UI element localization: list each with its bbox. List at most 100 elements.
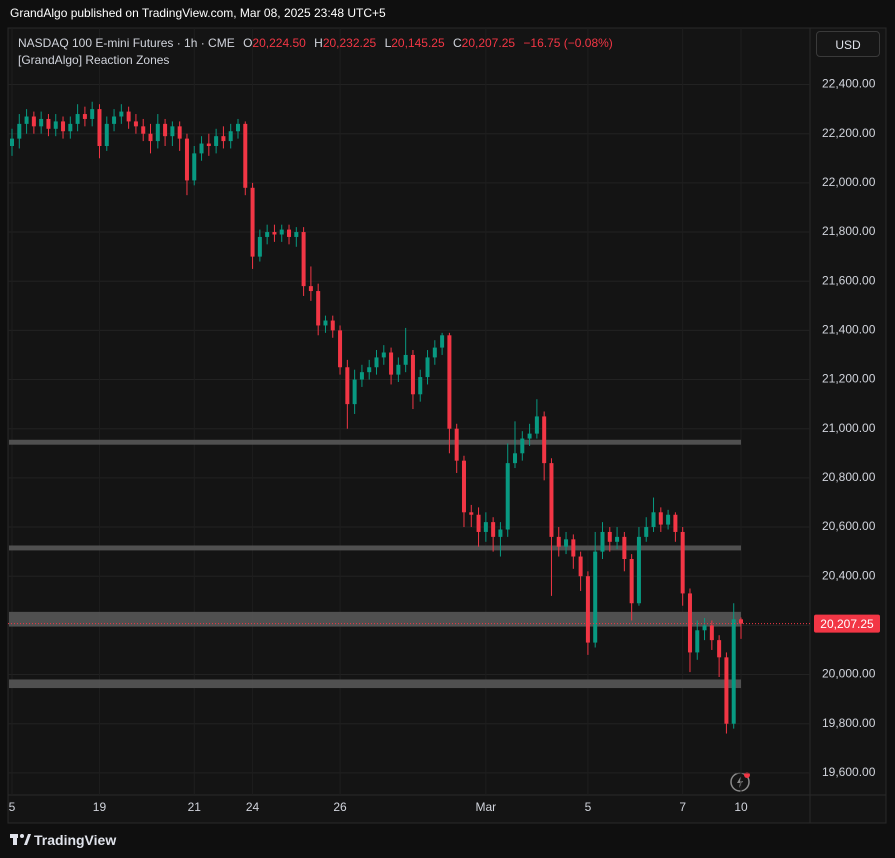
candle-body bbox=[184, 138, 189, 181]
x-tick-label: 5 bbox=[9, 800, 16, 814]
candle-body bbox=[447, 335, 452, 429]
candle-body bbox=[235, 123, 240, 132]
candle-body bbox=[666, 514, 671, 525]
candle-body bbox=[228, 131, 233, 142]
y-tick-label: 21,800.00 bbox=[822, 224, 876, 238]
candle-body bbox=[97, 109, 102, 146]
candle-body bbox=[571, 539, 576, 557]
y-tick-label: 20,400.00 bbox=[822, 568, 876, 582]
ohlc-value: 20,145.25 bbox=[391, 36, 445, 50]
candle-body bbox=[46, 118, 51, 129]
candle-body bbox=[279, 229, 284, 235]
reaction-zone bbox=[9, 545, 741, 551]
candle-body bbox=[600, 531, 605, 552]
currency-button[interactable]: USD bbox=[816, 31, 880, 57]
last-price-label: 20,207.25 bbox=[820, 617, 874, 631]
x-tick-label: 7 bbox=[679, 800, 686, 814]
y-tick-label: 21,000.00 bbox=[822, 421, 876, 435]
candle-body bbox=[265, 232, 270, 237]
x-tick-label: 10 bbox=[734, 800, 748, 814]
candle-body bbox=[695, 630, 700, 653]
candle-body bbox=[593, 551, 598, 643]
candle-body bbox=[644, 527, 649, 537]
indicator-name[interactable]: [GrandAlgo] Reaction Zones bbox=[18, 53, 170, 67]
alert-icon[interactable] bbox=[730, 772, 750, 792]
x-tick-label: Mar bbox=[476, 800, 497, 814]
plot-area bbox=[8, 28, 810, 795]
x-tick-label: 26 bbox=[333, 800, 347, 814]
candle-body bbox=[389, 352, 394, 375]
y-tick-label: 21,400.00 bbox=[822, 323, 876, 337]
candle-body bbox=[673, 514, 678, 532]
candle-body bbox=[24, 116, 29, 124]
ohlc-value: 20,232.25 bbox=[322, 36, 377, 50]
candle-body bbox=[513, 453, 518, 464]
last-price-box bbox=[814, 614, 880, 633]
candle-body bbox=[301, 232, 306, 287]
candle-body bbox=[709, 625, 714, 641]
x-tick-label: 19 bbox=[93, 800, 107, 814]
candle-body bbox=[61, 121, 66, 132]
candle-body bbox=[330, 320, 335, 331]
ohlc-key: C bbox=[452, 36, 462, 50]
candle-body bbox=[206, 143, 211, 146]
candle-body bbox=[250, 187, 255, 257]
candle-body bbox=[403, 354, 408, 365]
candle-body bbox=[476, 514, 481, 532]
candle-body bbox=[651, 512, 656, 528]
candle-body bbox=[483, 522, 488, 532]
candle-body bbox=[367, 367, 372, 373]
candle-body bbox=[39, 118, 44, 127]
candle-body bbox=[257, 236, 262, 257]
candle-body bbox=[148, 133, 153, 142]
candle-body bbox=[425, 357, 430, 378]
legend-row: NASDAQ 100 E-mini Futures · 1h · CME O20… bbox=[18, 35, 613, 52]
y-tick-label: 22,400.00 bbox=[822, 77, 876, 91]
candle-body bbox=[702, 625, 707, 631]
ohlc-value: 20,224.50 bbox=[252, 36, 306, 50]
ohlc-key: L bbox=[384, 36, 392, 50]
candle-body bbox=[112, 116, 117, 124]
candle-body bbox=[381, 352, 386, 358]
candle-body bbox=[104, 123, 109, 146]
candle-body bbox=[141, 126, 146, 134]
y-tick-label: 20,000.00 bbox=[822, 667, 876, 681]
y-tick-label: 22,200.00 bbox=[822, 126, 876, 140]
x-tick-label: 24 bbox=[246, 800, 260, 814]
candle-body bbox=[615, 536, 620, 542]
candle-body bbox=[199, 143, 204, 154]
reaction-zone bbox=[9, 679, 741, 689]
candle-body bbox=[75, 114, 80, 124]
brand[interactable]: TradingView bbox=[34, 832, 117, 848]
legend: NASDAQ 100 E-mini Futures · 1h · CME O20… bbox=[18, 35, 613, 69]
candle-body bbox=[90, 109, 95, 119]
candle-body bbox=[214, 136, 219, 146]
candle-body bbox=[542, 416, 547, 464]
candle-body bbox=[31, 116, 36, 127]
candle-body bbox=[17, 123, 22, 139]
reaction-zone bbox=[9, 439, 741, 445]
candle-body bbox=[345, 367, 350, 405]
candle-body bbox=[461, 460, 466, 513]
candle-body bbox=[155, 123, 160, 142]
y-tick-label: 20,800.00 bbox=[822, 470, 876, 484]
candle-body bbox=[739, 619, 743, 624]
symbol-title: NASDAQ 100 E-mini Futures · 1h · CME bbox=[18, 36, 235, 50]
candle-body bbox=[170, 126, 175, 137]
candle-body bbox=[629, 559, 634, 604]
tv-logo[interactable] bbox=[10, 834, 31, 845]
candle-body bbox=[491, 522, 496, 537]
candle-body bbox=[323, 320, 328, 326]
candle-body bbox=[469, 512, 474, 515]
candle-body bbox=[177, 126, 182, 139]
candle-body bbox=[505, 463, 510, 530]
candle-body bbox=[374, 357, 379, 368]
candle-body bbox=[359, 372, 364, 380]
candle-body bbox=[717, 640, 722, 658]
change: −16.75 (−0.08%) bbox=[523, 36, 613, 50]
y-tick-label: 19,800.00 bbox=[822, 716, 876, 730]
candle-body bbox=[549, 463, 554, 537]
x-tick-label: 21 bbox=[188, 800, 202, 814]
